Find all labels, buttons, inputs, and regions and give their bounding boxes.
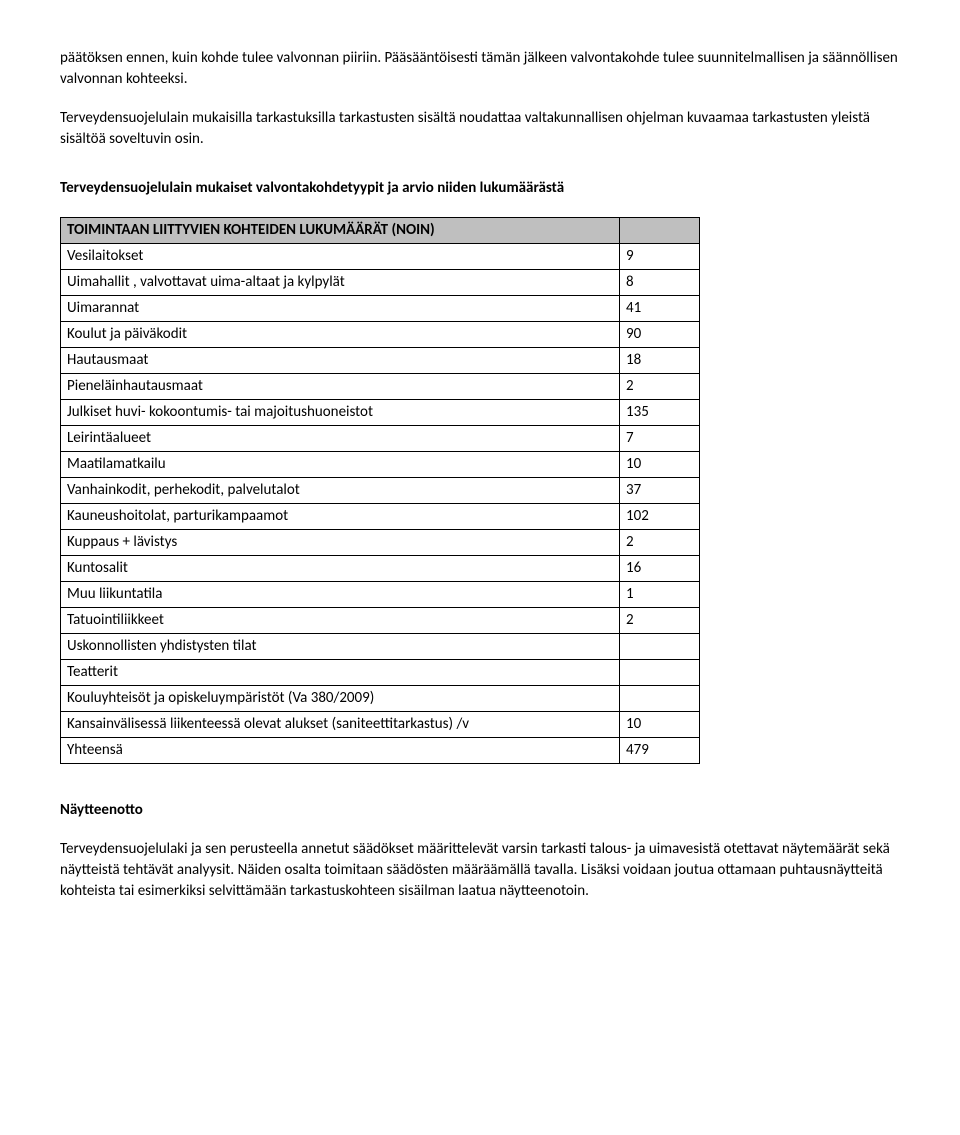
intro-paragraph-2: Terveydensuojelulain mukaisilla tarkastu… [60, 108, 900, 150]
table-row: Maatilamatkailu10 [61, 452, 700, 478]
intro-paragraph-1: päätöksen ennen, kuin kohde tulee valvon… [60, 48, 900, 90]
row-label: Kuppaus + lävistys [61, 530, 620, 556]
table-header-row: TOIMINTAAN LIITTYVIEN KOHTEIDEN LUKUMÄÄR… [61, 218, 700, 244]
row-value: 1 [620, 582, 700, 608]
row-value: 37 [620, 478, 700, 504]
row-value: 7 [620, 426, 700, 452]
row-label: Uimahallit , valvottavat uima-altaat ja … [61, 270, 620, 296]
row-value: 16 [620, 556, 700, 582]
table-row: Kauneushoitolat, parturikampaamot102 [61, 504, 700, 530]
row-value: 2 [620, 530, 700, 556]
row-value: 2 [620, 374, 700, 400]
table-row: Kansainvälisessä liikenteessä olevat alu… [61, 712, 700, 738]
row-label: Uimarannat [61, 296, 620, 322]
sampling-paragraph: Terveydensuojelulaki ja sen perusteella … [60, 839, 900, 902]
table-row: Vanhainkodit, perhekodit, palvelutalot37 [61, 478, 700, 504]
row-label: Leirintäalueet [61, 426, 620, 452]
row-value: 90 [620, 322, 700, 348]
row-label: Vanhainkodit, perhekodit, palvelutalot [61, 478, 620, 504]
row-value: 10 [620, 712, 700, 738]
row-label: Uskonnollisten yhdistysten tilat [61, 634, 620, 660]
row-label: Kuntosalit [61, 556, 620, 582]
table-header-value [620, 218, 700, 244]
row-value: 2 [620, 608, 700, 634]
counts-table: TOIMINTAAN LIITTYVIEN KOHTEIDEN LUKUMÄÄR… [60, 217, 700, 764]
row-value [620, 686, 700, 712]
row-label: Hautausmaat [61, 348, 620, 374]
row-label: Kauneushoitolat, parturikampaamot [61, 504, 620, 530]
table-row: Hautausmaat18 [61, 348, 700, 374]
row-label: Muu liikuntatila [61, 582, 620, 608]
table-row: Teatterit [61, 660, 700, 686]
sampling-heading: Näytteenotto [60, 800, 900, 821]
row-value: 9 [620, 244, 700, 270]
row-label: Tatuointiliikkeet [61, 608, 620, 634]
table-row: Leirintäalueet7 [61, 426, 700, 452]
row-value [620, 660, 700, 686]
table-row: Uimahallit , valvottavat uima-altaat ja … [61, 270, 700, 296]
row-value: 18 [620, 348, 700, 374]
table-row: Koulut ja päiväkodit90 [61, 322, 700, 348]
row-label: Koulut ja päiväkodit [61, 322, 620, 348]
row-value: 10 [620, 452, 700, 478]
row-label: Vesilaitokset [61, 244, 620, 270]
table-row: Kuntosalit16 [61, 556, 700, 582]
row-value: 135 [620, 400, 700, 426]
row-value: 41 [620, 296, 700, 322]
table-row: Tatuointiliikkeet2 [61, 608, 700, 634]
row-label: Kouluyhteisöt ja opiskeluympäristöt (Va … [61, 686, 620, 712]
table-row: Julkiset huvi- kokoontumis- tai majoitus… [61, 400, 700, 426]
row-value [620, 634, 700, 660]
row-value: 479 [620, 738, 700, 764]
table-header-label: TOIMINTAAN LIITTYVIEN KOHTEIDEN LUKUMÄÄR… [61, 218, 620, 244]
row-label: Yhteensä [61, 738, 620, 764]
table-title: Terveydensuojelulain mukaiset valvontako… [60, 178, 900, 199]
row-value: 8 [620, 270, 700, 296]
table-row: Uskonnollisten yhdistysten tilat [61, 634, 700, 660]
row-value: 102 [620, 504, 700, 530]
row-label: Maatilamatkailu [61, 452, 620, 478]
row-label: Pieneläinhautausmaat [61, 374, 620, 400]
table-row: Yhteensä479 [61, 738, 700, 764]
table-row: Kouluyhteisöt ja opiskeluympäristöt (Va … [61, 686, 700, 712]
table-row: Muu liikuntatila1 [61, 582, 700, 608]
table-row: Uimarannat41 [61, 296, 700, 322]
row-label: Teatterit [61, 660, 620, 686]
table-row: Vesilaitokset9 [61, 244, 700, 270]
row-label: Julkiset huvi- kokoontumis- tai majoitus… [61, 400, 620, 426]
table-row: Kuppaus + lävistys2 [61, 530, 700, 556]
table-row: Pieneläinhautausmaat2 [61, 374, 700, 400]
row-label: Kansainvälisessä liikenteessä olevat alu… [61, 712, 620, 738]
